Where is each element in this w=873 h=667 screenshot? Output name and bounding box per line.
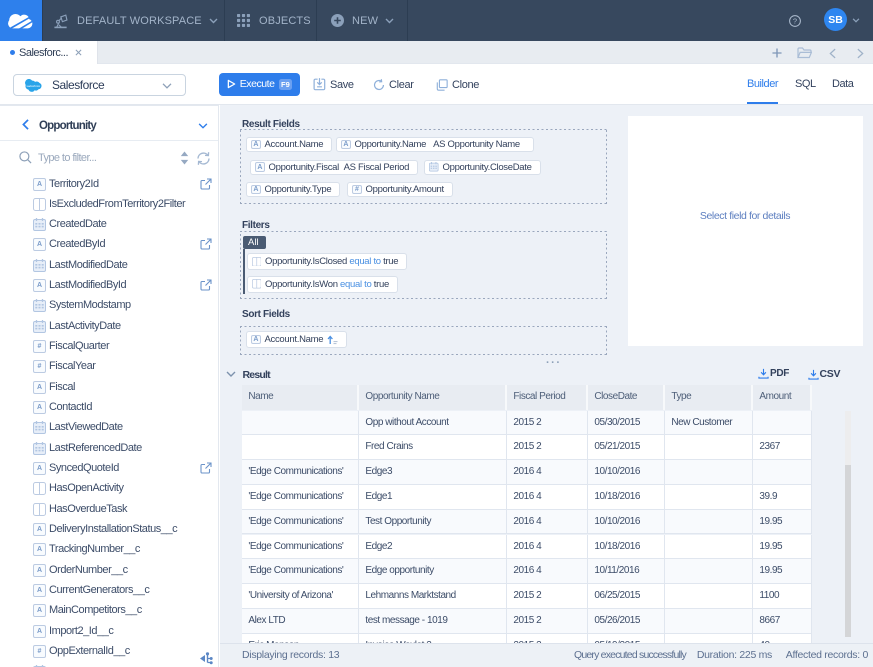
svg-text:salesforce: salesforce	[27, 83, 41, 87]
svg-text:?: ?	[793, 17, 797, 26]
